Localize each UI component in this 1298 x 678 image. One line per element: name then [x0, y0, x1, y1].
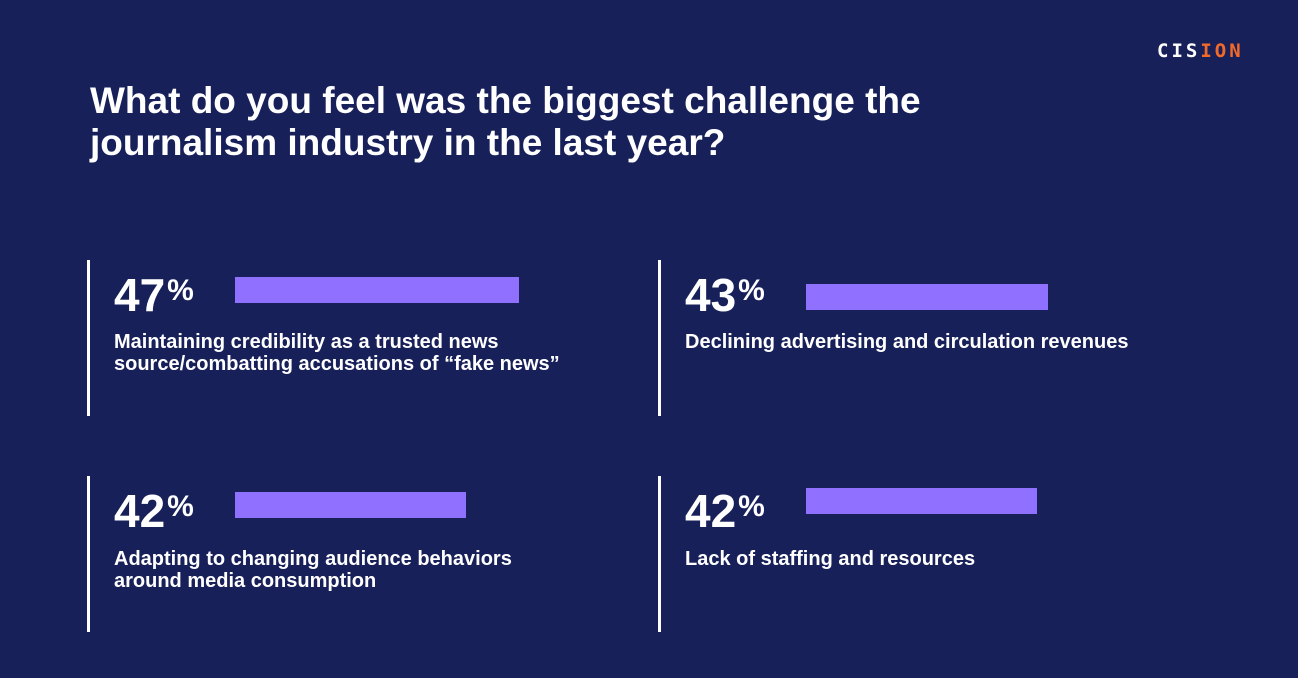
stat-card: 42% Lack of staffing and resources [658, 476, 1178, 632]
stat-value: 42% [685, 488, 765, 534]
divider-line [87, 476, 90, 632]
bar [235, 492, 466, 518]
logo-text-white: CIS [1157, 40, 1201, 62]
percent-sign: % [167, 274, 194, 307]
value-text: 47 [114, 269, 166, 321]
logo-text-orange: ION [1200, 40, 1244, 62]
stat-value: 47% [114, 272, 194, 318]
stat-label: Lack of staffing and resources [685, 548, 976, 570]
stat-label: Maintaining credibility as a trusted new… [114, 331, 560, 375]
stat-label: Declining advertising and circulation re… [685, 331, 1129, 353]
stat-card: 47% Maintaining credibility as a trusted… [87, 260, 607, 416]
bar [235, 277, 519, 303]
divider-line [658, 476, 661, 632]
percent-sign: % [738, 490, 765, 523]
value-text: 43 [685, 269, 737, 321]
percent-sign: % [167, 490, 194, 523]
percent-sign: % [738, 274, 765, 307]
stat-card: 43% Declining advertising and circulatio… [658, 260, 1178, 416]
stat-label: Adapting to changing audience behaviors … [114, 548, 512, 592]
value-text: 42 [114, 485, 166, 537]
bar [806, 488, 1037, 514]
cision-logo: CISION [1157, 40, 1244, 62]
value-text: 42 [685, 485, 737, 537]
bar [806, 284, 1048, 310]
chart-title: What do you feel was the biggest challen… [90, 80, 921, 163]
divider-line [658, 260, 661, 416]
stat-card: 42% Adapting to changing audience behavi… [87, 476, 607, 632]
stat-value: 42% [114, 488, 194, 534]
divider-line [87, 260, 90, 416]
stat-value: 43% [685, 272, 765, 318]
